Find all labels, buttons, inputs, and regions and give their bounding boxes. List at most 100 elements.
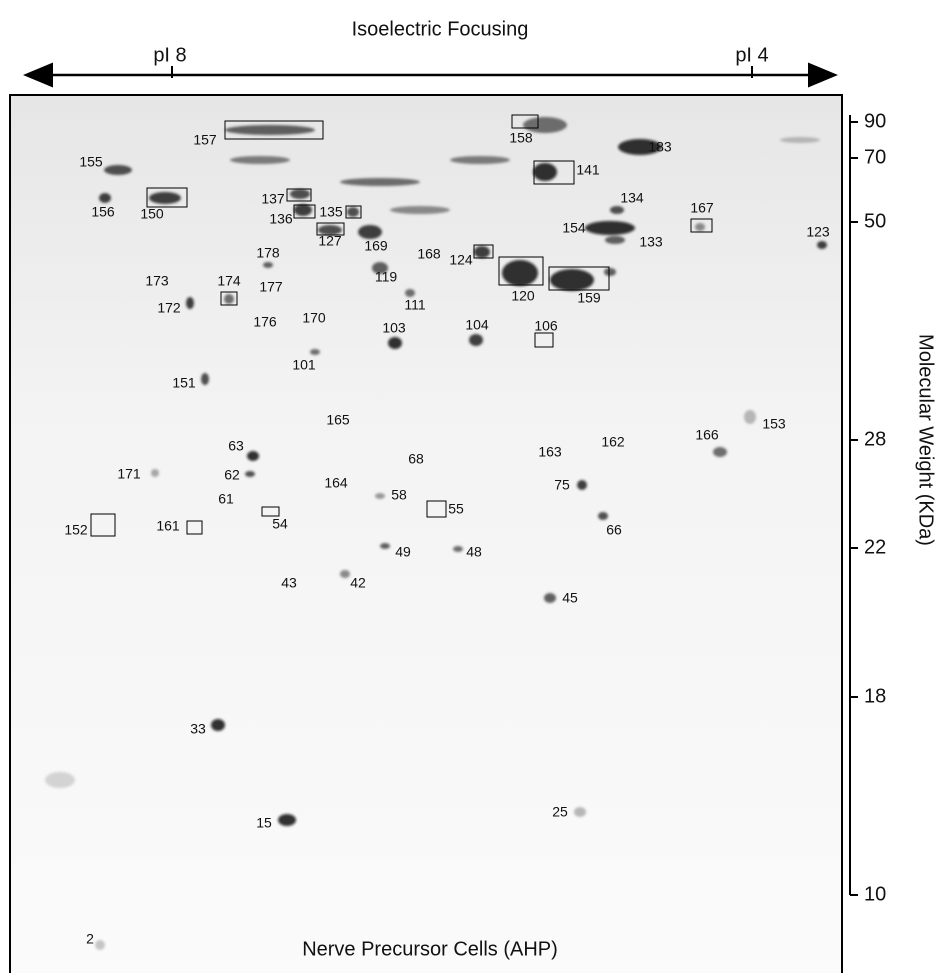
spot-box bbox=[316, 222, 345, 236]
protein-spot bbox=[604, 268, 616, 276]
spot-box bbox=[261, 506, 280, 517]
protein-spot bbox=[95, 940, 105, 950]
spot-label: 169 bbox=[364, 238, 388, 254]
spot-label: 168 bbox=[417, 246, 441, 262]
spot-label: 43 bbox=[281, 575, 297, 591]
protein-spot bbox=[380, 543, 390, 549]
protein-spot bbox=[744, 410, 756, 424]
spot-label: 157 bbox=[193, 132, 217, 148]
spot-label: 66 bbox=[606, 522, 622, 538]
spot-label: 171 bbox=[117, 466, 141, 482]
protein-spot bbox=[211, 719, 225, 731]
spot-label: 75 bbox=[554, 477, 570, 493]
pi-label: pI 4 bbox=[735, 44, 768, 66]
spot-label: 104 bbox=[465, 317, 489, 333]
caption: Nerve Precursor Cells (AHP) bbox=[302, 938, 558, 960]
protein-spot bbox=[618, 139, 662, 155]
spot-label: 55 bbox=[448, 501, 464, 517]
spot-box bbox=[426, 500, 447, 518]
spot-label: 167 bbox=[690, 200, 714, 216]
protein-spot bbox=[151, 469, 159, 477]
pi-label: pI 8 bbox=[153, 44, 186, 66]
spot-label: 135 bbox=[319, 204, 343, 220]
spot-label: 133 bbox=[639, 234, 663, 250]
protein-spot bbox=[358, 225, 382, 239]
label-layer: 157 158 183 155 141 137 134 156 150 136 135 167 154 1… bbox=[64, 114, 830, 947]
protein-spot bbox=[375, 493, 385, 499]
spot-box bbox=[498, 256, 544, 286]
spot-label: 156 bbox=[91, 204, 115, 220]
spot-label: 141 bbox=[576, 162, 600, 178]
protein-spot bbox=[390, 206, 450, 214]
protein-spot bbox=[224, 294, 234, 304]
mw-tick-label: 70 bbox=[864, 146, 886, 168]
protein-spot bbox=[585, 221, 635, 235]
spot-box bbox=[473, 244, 494, 259]
spot-label: 54 bbox=[272, 516, 288, 532]
spot-box bbox=[534, 332, 554, 348]
spot-label: 155 bbox=[79, 154, 103, 170]
spot-box bbox=[533, 160, 575, 185]
spot-label: 163 bbox=[538, 444, 562, 460]
protein-spot bbox=[372, 262, 388, 274]
spot-label: 127 bbox=[318, 233, 342, 249]
spot-label: 101 bbox=[292, 357, 316, 373]
spot-label: 120 bbox=[511, 288, 535, 304]
spot-label: 158 bbox=[509, 130, 533, 146]
protein-spot bbox=[780, 137, 820, 143]
protein-spot bbox=[502, 260, 538, 286]
mw-tick-label: 28 bbox=[864, 428, 886, 450]
protein-spot bbox=[523, 117, 567, 133]
protein-spot bbox=[550, 269, 594, 291]
mw-tick-label: 22 bbox=[864, 536, 886, 558]
spot-label: 15 bbox=[256, 815, 272, 831]
gel bbox=[9, 94, 843, 978]
protein-spot bbox=[99, 193, 111, 203]
mw-tick-label: 10 bbox=[864, 883, 886, 905]
spot-box bbox=[690, 218, 713, 233]
spot-box bbox=[146, 187, 188, 208]
spot-label: 153 bbox=[762, 416, 786, 432]
protein-spot bbox=[347, 207, 359, 217]
spot-label: 183 bbox=[648, 139, 672, 155]
spot-label: 103 bbox=[382, 320, 406, 336]
protein-spot bbox=[186, 297, 194, 309]
spot-label: 48 bbox=[466, 544, 482, 560]
protein-spot bbox=[544, 593, 556, 603]
spot-box bbox=[224, 120, 324, 140]
protein-spot bbox=[574, 807, 586, 817]
spot-box bbox=[511, 114, 539, 129]
protein-spot bbox=[263, 262, 273, 268]
protein-spot bbox=[533, 163, 557, 181]
spot-label: 45 bbox=[562, 590, 578, 606]
spot-label: 151 bbox=[172, 375, 196, 391]
protein-spot bbox=[245, 471, 255, 477]
spot-label: 152 bbox=[64, 522, 88, 538]
spot-label: 166 bbox=[695, 427, 719, 443]
spot-box bbox=[345, 205, 362, 219]
protein-spot bbox=[453, 546, 463, 552]
protein-spot bbox=[201, 373, 209, 385]
spot-label: 136 bbox=[269, 211, 293, 227]
spot-box bbox=[293, 204, 316, 219]
spot-label: 62 bbox=[224, 467, 240, 483]
spot-layer bbox=[45, 117, 827, 950]
spot-box bbox=[548, 266, 610, 291]
protein-spot bbox=[713, 447, 727, 457]
protein-spot bbox=[610, 206, 624, 214]
spot-label: 164 bbox=[324, 475, 348, 491]
protein-spot bbox=[230, 156, 290, 164]
spot-label: 174 bbox=[217, 273, 241, 289]
protein-spot bbox=[577, 480, 587, 490]
mw-tick-label: 90 bbox=[864, 110, 886, 132]
spot-label: 61 bbox=[218, 491, 234, 507]
spot-label: 124 bbox=[449, 252, 473, 268]
spot-box bbox=[220, 291, 238, 306]
spot-label: 178 bbox=[256, 245, 280, 261]
spot-label: 176 bbox=[253, 314, 277, 330]
spot-label: 106 bbox=[534, 318, 558, 334]
protein-spot bbox=[474, 246, 490, 258]
spot-box bbox=[286, 188, 312, 202]
protein-spot bbox=[45, 772, 75, 788]
protein-spot bbox=[225, 125, 315, 135]
